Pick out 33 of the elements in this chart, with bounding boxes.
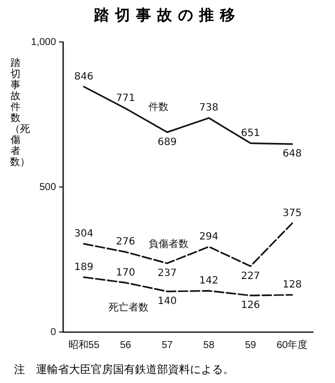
data-label: 738	[199, 102, 218, 114]
data-label: 304	[74, 228, 94, 240]
data-label: 276	[116, 236, 136, 248]
data-label: 142	[199, 275, 218, 286]
x-tick-label: 昭和55	[68, 338, 100, 351]
data-label: 227	[240, 270, 260, 282]
y-tick-label: 0	[50, 326, 56, 338]
data-label: 294	[199, 231, 218, 242]
data-label: 375	[282, 208, 302, 219]
data-label: 189	[74, 262, 94, 273]
x-tick-label: 59	[244, 340, 257, 351]
series-label: 死亡者数	[108, 302, 148, 314]
x-tick-label: 60年度	[276, 338, 308, 351]
data-label: 846	[74, 71, 94, 82]
chart-title: 踏切事故の推移	[93, 6, 242, 25]
data-label: 771	[116, 93, 136, 104]
series-label: 負傷者数	[148, 238, 188, 250]
data-label: 140	[158, 296, 177, 307]
x-tick-label: 57	[162, 340, 174, 351]
x-tick-label: 56	[120, 340, 132, 351]
series-label: 件数	[148, 102, 168, 113]
text: 注 運輸省大臣官房国有鉄道部資料による。	[14, 362, 234, 377]
data-label: 170	[116, 267, 136, 278]
x-tick-label: 58	[203, 340, 215, 351]
y-tick-label: 1,000	[30, 36, 56, 48]
data-label: 651	[240, 128, 260, 139]
data-label: 689	[158, 136, 177, 148]
text: 踏切事故件数（死傷者数）	[10, 58, 30, 168]
data-label: 128	[282, 279, 302, 290]
data-label: 648	[282, 148, 302, 160]
y-tick-label: 500	[39, 182, 56, 193]
data-label: 126	[240, 300, 260, 312]
data-label: 237	[158, 268, 177, 279]
